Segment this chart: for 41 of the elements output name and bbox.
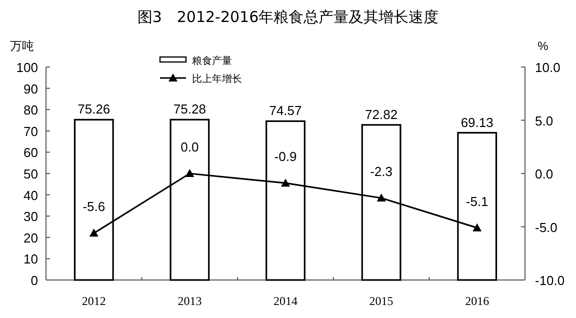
point	[185, 169, 194, 177]
y-tick-label: 30	[24, 209, 38, 224]
y2label: %	[538, 39, 548, 53]
point	[281, 178, 290, 187]
data-label: 72.82	[365, 106, 398, 122]
data-label: 69.13	[460, 114, 494, 130]
legend-label: 粮食产量	[192, 55, 232, 67]
x-tick-label: 2012	[82, 294, 106, 308]
data-label: 75.26	[78, 102, 110, 117]
x-tick-label: 2014	[274, 294, 298, 308]
legend-label: 比上年增长	[192, 73, 242, 85]
y-tick-label: 70	[24, 124, 38, 139]
y-tick-label: 50	[24, 166, 38, 182]
y2-tick-label: -5.0	[535, 220, 558, 235]
y2-tick-label: 10.0	[535, 60, 560, 75]
y2-tick-label: 0.0	[535, 166, 554, 182]
data-label: 74.57	[269, 103, 302, 118]
data-label: -5.6	[82, 199, 106, 214]
title: 图3 2012-2016年粮食总产量及其增长速度	[137, 8, 439, 26]
y-tick-label: 40	[24, 188, 38, 203]
data-label: -0.9	[274, 149, 297, 164]
point	[89, 228, 98, 237]
data-label: -2.3	[370, 164, 393, 179]
data-label: 0.0	[180, 140, 199, 154]
x-tick-label: 2013	[178, 294, 202, 308]
y-tick-label: 80	[24, 102, 38, 118]
y-tick-label: 100	[16, 60, 38, 75]
x-tick-label: 2015	[369, 294, 394, 308]
y2-tick-label: -10.0	[535, 273, 565, 288]
ylabel: 万吨	[10, 39, 34, 53]
y-tick-label: 0	[30, 273, 38, 288]
y-tick-label: 60	[24, 145, 38, 160]
y2-tick-label: 5.0	[535, 113, 554, 128]
data-label: -5.1	[466, 194, 488, 209]
data-label: 75.28	[173, 102, 206, 117]
y-tick-label: 90	[24, 81, 38, 96]
point	[376, 193, 386, 202]
x-tick-label: 2016	[465, 294, 490, 308]
y-tick-label: 20	[24, 230, 38, 246]
point	[472, 223, 482, 232]
y-tick-label: 10	[24, 252, 38, 267]
